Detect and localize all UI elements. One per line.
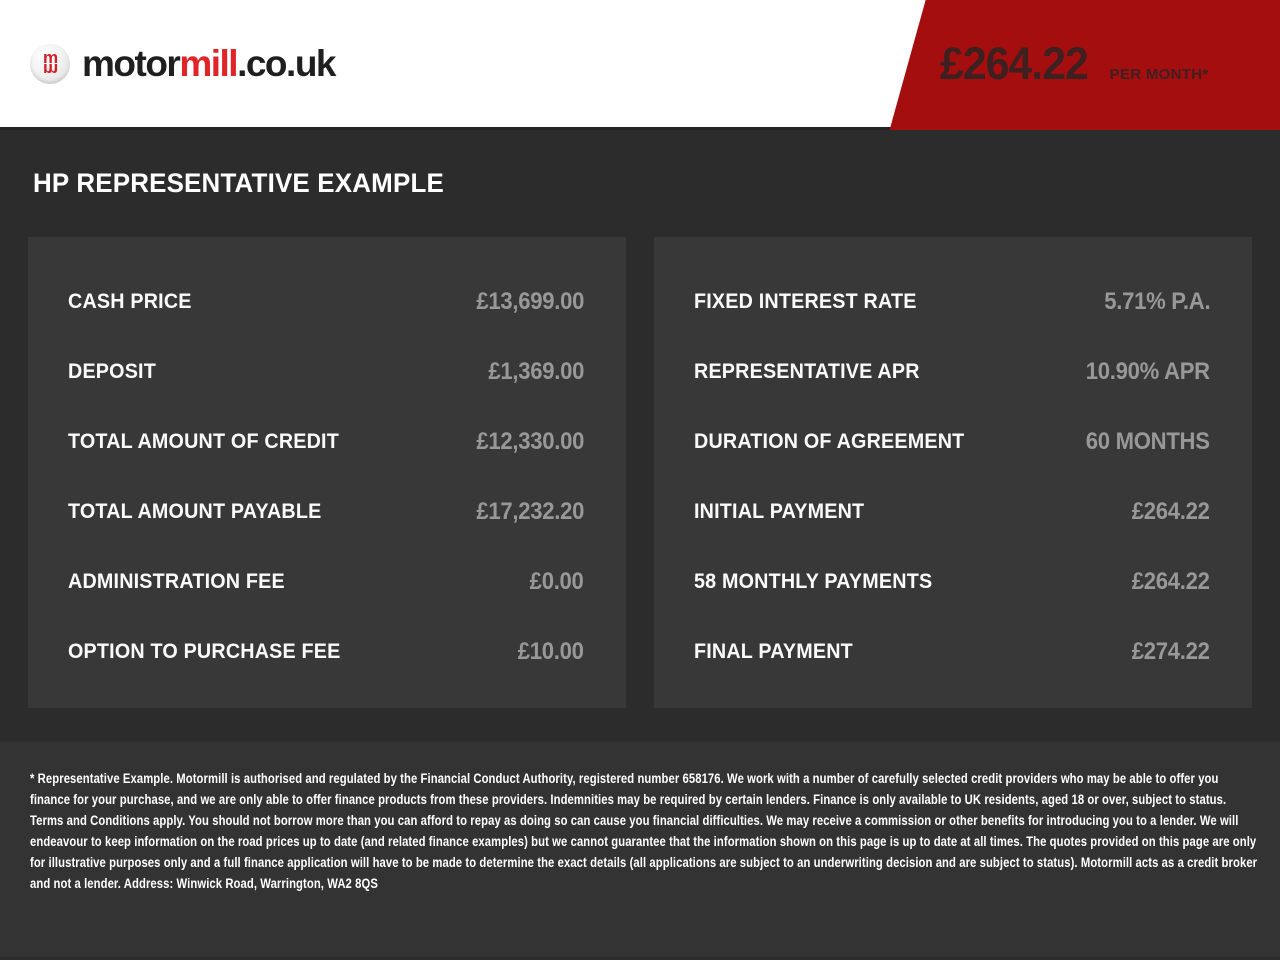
- per-month-label: PER MONTH*: [1109, 66, 1209, 83]
- row-label: TOTAL AMOUNT PAYABLE: [68, 500, 322, 523]
- row-label: OPTION TO PURCHASE FEE: [68, 640, 341, 663]
- row-value: £264.22: [1132, 498, 1210, 525]
- badge-m-glyph: m: [42, 48, 58, 68]
- row-label: DEPOSIT: [68, 360, 156, 383]
- table-row: CASH PRICE £13,699.00: [68, 267, 584, 337]
- row-value: £1,369.00: [488, 358, 584, 385]
- row-value: £10.00: [518, 638, 584, 665]
- row-label: TOTAL AMOUNT OF CREDIT: [68, 430, 339, 453]
- row-value: 10.90% APR: [1085, 358, 1210, 385]
- table-row: FIXED INTEREST RATE 5.71% P.A.: [694, 267, 1210, 337]
- table-row: 58 MONTHLY PAYMENTS £264.22: [694, 547, 1210, 617]
- table-row: INITIAL PAYMENT £264.22: [694, 477, 1210, 547]
- row-value: £12,330.00: [476, 428, 584, 455]
- row-label: ADMINISTRATION FEE: [68, 570, 285, 593]
- header: m m motormill.co.uk £264.22 PER MONTH*: [0, 0, 1280, 130]
- table-row: TOTAL AMOUNT PAYABLE £17,232.20: [68, 477, 584, 547]
- brand-wordmark: motormill.co.uk: [82, 42, 336, 85]
- row-value: 5.71% P.A.: [1103, 288, 1210, 315]
- finance-panels: CASH PRICE £13,699.00 DEPOSIT £1,369.00 …: [28, 237, 1252, 708]
- table-row: FINAL PAYMENT £274.22: [694, 617, 1210, 687]
- row-label: CASH PRICE: [68, 290, 192, 313]
- table-row: TOTAL AMOUNT OF CREDIT £12,330.00: [68, 407, 584, 477]
- row-label: FINAL PAYMENT: [694, 640, 853, 663]
- disclaimer-footer: * Representative Example. Motormill is a…: [0, 742, 1280, 957]
- row-label: DURATION OF AGREEMENT: [694, 430, 965, 453]
- row-label: 58 MONTHLY PAYMENTS: [694, 570, 933, 593]
- table-row: DEPOSIT £1,369.00: [68, 337, 584, 407]
- monthly-price-amount: £264.22: [940, 38, 1089, 89]
- badge-m-glyph-mirrored: m: [42, 59, 58, 79]
- table-row: OPTION TO PURCHASE FEE £10.00: [68, 617, 584, 687]
- motormill-badge-icon: m m: [30, 43, 70, 84]
- table-row: REPRESENTATIVE APR 10.90% APR: [694, 337, 1210, 407]
- monthly-price-banner: £264.22 PER MONTH*: [889, 0, 1280, 130]
- row-label: INITIAL PAYMENT: [694, 500, 865, 523]
- finance-panel-left: CASH PRICE £13,699.00 DEPOSIT £1,369.00 …: [28, 237, 626, 708]
- row-value: £13,699.00: [476, 288, 584, 315]
- row-value: £17,232.20: [476, 498, 584, 525]
- row-value: 60 MONTHS: [1086, 428, 1210, 455]
- main-content: HP REPRESENTATIVE EXAMPLE CASH PRICE £13…: [0, 168, 1280, 708]
- brand-logo[interactable]: m m motormill.co.uk: [30, 42, 336, 85]
- finance-panel-right: FIXED INTEREST RATE 5.71% P.A. REPRESENT…: [654, 237, 1252, 708]
- row-value: £0.00: [530, 568, 584, 595]
- row-value: £274.22: [1132, 638, 1210, 665]
- disclaimer-text: * Representative Example. Motormill is a…: [30, 771, 1258, 891]
- brand-mill: mill: [179, 42, 238, 84]
- brand-couk: .co.uk: [237, 42, 336, 84]
- table-row: ADMINISTRATION FEE £0.00: [68, 547, 584, 617]
- row-label: FIXED INTEREST RATE: [694, 290, 917, 313]
- row-value: £264.22: [1132, 568, 1210, 595]
- page-title: HP REPRESENTATIVE EXAMPLE: [33, 168, 444, 198]
- table-row: DURATION OF AGREEMENT 60 MONTHS: [694, 407, 1210, 477]
- brand-motor: motor: [82, 42, 181, 84]
- row-label: REPRESENTATIVE APR: [694, 360, 920, 383]
